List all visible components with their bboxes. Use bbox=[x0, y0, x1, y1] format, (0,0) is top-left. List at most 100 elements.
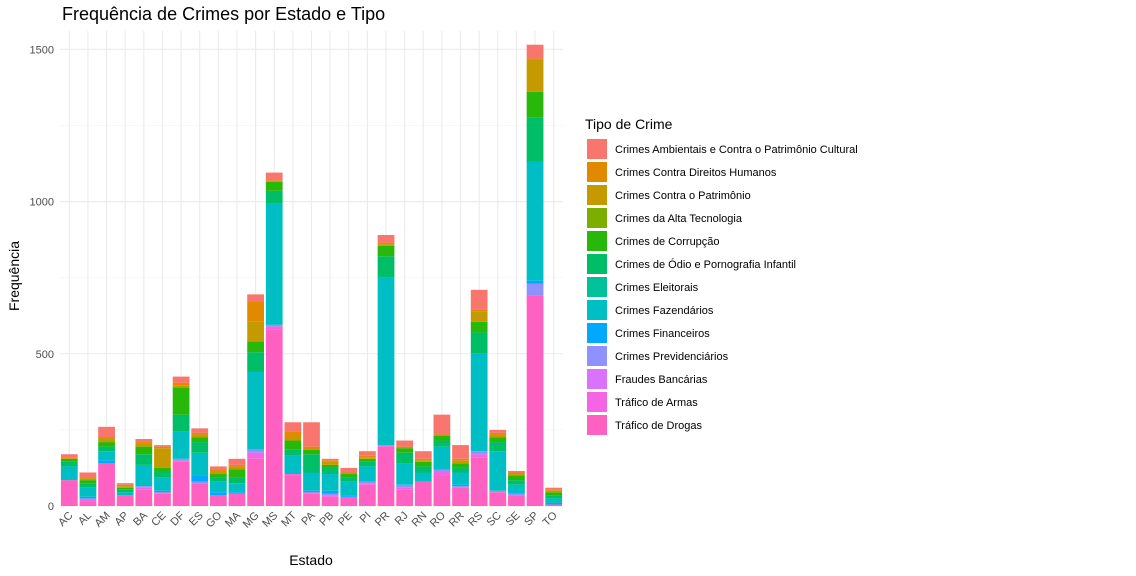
bar-segment: RN – Crimes Contra Direitos Humanos: 5 bbox=[414, 458, 432, 461]
bar-segment: SP – Crimes Ambientais e Contra o Patrim… bbox=[526, 44, 544, 59]
bar-segment: BA – Tráfico de Drogas: 55 bbox=[135, 489, 153, 506]
bar-segment: ES – Crimes Contra Direitos Humanos: 5 bbox=[191, 432, 209, 435]
bar-segment: PE – Crimes Financeiros: 5 bbox=[340, 495, 358, 497]
bar-segment: TO – Crimes de Ódio e Pornografia Infant… bbox=[545, 495, 563, 499]
bar-segment: MA – Crimes Ambientais e Contra o Patrim… bbox=[228, 458, 246, 465]
bar-segment: MS – Crimes de Ódio e Pornografia Infant… bbox=[265, 190, 283, 204]
bar-segment: AM – Crimes Financeiros: 10 bbox=[98, 460, 115, 464]
bar-segment: PE – Crimes Ambientais e Contra o Patrim… bbox=[340, 467, 358, 473]
bar-segment: RJ – Tráfico de Armas: 5 bbox=[396, 487, 414, 490]
x-tick-label: AL bbox=[76, 510, 94, 528]
bar-segment: ES – Crimes de Ódio e Pornografia Infant… bbox=[191, 442, 209, 453]
bar-segment: PB – Tráfico de Drogas: 30 bbox=[321, 496, 339, 506]
bar-segment: SC – Crimes Contra o Patrimônio: 10 bbox=[489, 434, 507, 438]
bar-segment: AP – Crimes de Corrupção: 5 bbox=[116, 487, 134, 490]
bar-segment: BA – Crimes Ambientais e Contra o Patrim… bbox=[135, 439, 153, 443]
bar-segment: GO – Crimes Financeiros: 10 bbox=[209, 492, 227, 496]
bar-segment: MG – Crimes de Ódio e Pornografia Infant… bbox=[247, 352, 264, 373]
bar-segment: AL – Crimes Ambientais e Contra o Patrim… bbox=[79, 472, 97, 478]
bar-segment: BA – Crimes Fazendários: 70 bbox=[135, 464, 153, 487]
legend-swatch bbox=[587, 300, 607, 320]
bar-segment: AC – Tráfico de Drogas: 85 bbox=[60, 480, 78, 506]
y-axis-title: Frequência bbox=[6, 241, 22, 311]
legend-label: Tráfico de Armas bbox=[615, 397, 698, 409]
bars: AC – Tráfico de Drogas: 85AC – Crimes Fa… bbox=[60, 44, 563, 506]
x-tick-label: ES bbox=[187, 510, 206, 529]
x-tick-label: PA bbox=[299, 509, 318, 528]
bar-segment: DF – Crimes Ambientais e Contra o Patrim… bbox=[172, 376, 190, 383]
bar-segment: PR – Crimes de Ódio e Pornografia Infant… bbox=[377, 256, 395, 278]
bar-segment: SE – Crimes de Ódio e Pornografia Infant… bbox=[508, 480, 525, 485]
bar-segment: RR – Crimes de Corrupção: 15 bbox=[452, 463, 469, 468]
chart-title: Frequência de Crimes por Estado e Tipo bbox=[62, 4, 385, 24]
bar-segment: RR – Crimes Contra o Patrimônio: 10 bbox=[452, 460, 469, 464]
bar-segment: RR – Crimes Previdenciários: 5 bbox=[452, 486, 469, 488]
bar-segment: TO – Crimes Fazendários: 15 bbox=[545, 498, 563, 503]
legend-item: Crimes da Alta Tecnologia bbox=[587, 208, 743, 228]
bar-segment: ES – Crimes Previdenciários: 5 bbox=[191, 481, 209, 484]
bar-segment: PR – Crimes Ambientais e Contra o Patrim… bbox=[377, 235, 395, 243]
x-tick-label: AP bbox=[112, 510, 131, 529]
bar-segment: RO – Tráfico de Armas: 15 bbox=[433, 470, 451, 476]
bar-segment: PA – Crimes de Ódio e Pornografia Infant… bbox=[303, 454, 320, 473]
bar-segment: AM – Crimes de Ódio e Pornografia Infant… bbox=[98, 446, 115, 452]
bar-segment: GO – Crimes Contra Direitos Humanos: 5 bbox=[209, 469, 227, 471]
bar-segment: MT – Crimes de Ódio e Pornografia Infant… bbox=[284, 449, 302, 456]
bar-segment: PI – Crimes Fazendários: 50 bbox=[359, 466, 376, 482]
x-tick-label: RS bbox=[466, 510, 485, 529]
bar-segment: AC – Crimes Ambientais e Contra o Patrim… bbox=[60, 454, 78, 458]
bar-segment: AM – Crimes Contra o Patrimônio: 15 bbox=[98, 437, 115, 443]
bar-segment: MT – Crimes Fazendários: 60 bbox=[284, 455, 302, 475]
bar-segment: RS – Crimes Ambientais e Contra o Patrim… bbox=[470, 289, 488, 310]
bar-segment: DF – Crimes Previdenciários: 5 bbox=[172, 458, 190, 461]
bar-segment: MS – Tráfico de Armas: 10 bbox=[265, 326, 283, 330]
bar-segment: ES – Crimes Ambientais e Contra o Patrim… bbox=[191, 428, 209, 433]
bar-segment: PA – Crimes Fazendários: 60 bbox=[303, 472, 320, 491]
bar-segment: RO – Tráfico de Drogas: 100 bbox=[433, 475, 451, 506]
bar-segment: AP – Crimes de Ódio e Pornografia Infant… bbox=[116, 489, 134, 493]
bar-segment: CE – Crimes Fazendários: 45 bbox=[154, 477, 171, 491]
bar-segment: CE – Crimes Contra Direitos Humanos: 5 bbox=[154, 446, 171, 449]
x-tick-label: CE bbox=[149, 510, 168, 529]
bar-segment: RS – Crimes Contra Direitos Humanos: 5 bbox=[470, 309, 488, 312]
bar-segment: MA – Tráfico de Drogas: 40 bbox=[228, 493, 246, 506]
bar-segment: MT – Crimes Contra Direitos Humanos: 20 bbox=[284, 431, 302, 438]
bar-segment: AL – Crimes Fazendários: 30 bbox=[79, 487, 97, 497]
bar-segment: PB – Crimes de Corrupção: 10 bbox=[321, 464, 339, 468]
bar-segment: DF – Crimes de Ódio e Pornografia Infant… bbox=[172, 414, 190, 432]
bar-segment: SP – Crimes de Ódio e Pornografia Infant… bbox=[526, 117, 544, 162]
bar-segment: RJ – Tráfico de Drogas: 55 bbox=[396, 489, 414, 506]
bar-segment: RJ – Crimes de Corrupção: 15 bbox=[396, 448, 414, 453]
bar-segment: AP – Crimes Fazendários: 10 bbox=[116, 492, 134, 496]
bar-segment: AP – Crimes Contra o Patrimônio: 5 bbox=[116, 486, 134, 488]
bar-segment: MS – Crimes de Corrupção: 30 bbox=[265, 181, 283, 191]
bar-segment: ES – Crimes Fazendários: 75 bbox=[191, 452, 209, 476]
legend-label: Tráfico de Drogas bbox=[615, 420, 703, 432]
bar-segment: MG – Crimes Fazendários: 255 bbox=[247, 372, 264, 450]
bar-segment: BA – Crimes de Ódio e Pornografia Infant… bbox=[135, 454, 153, 465]
bar-segment: RO – Crimes Fazendários: 75 bbox=[433, 446, 451, 470]
bar-segment: BA – Crimes Previdenciários: 5 bbox=[135, 486, 153, 488]
bar-segment: MG – Tráfico de Drogas: 155 bbox=[247, 458, 264, 506]
legend-item: Tráfico de Drogas bbox=[587, 415, 703, 435]
legend-item: Crimes Ambientais e Contra o Patrimônio … bbox=[587, 139, 858, 159]
bar-segment: PA – Crimes Ambientais e Contra o Patrim… bbox=[303, 422, 320, 447]
bar-segment: SP – Crimes de Corrupção: 85 bbox=[526, 91, 544, 118]
bar-segment: RR – Crimes Financeiros: 5 bbox=[452, 484, 469, 487]
bar-segment: AL – Crimes Contra o Patrimônio: 5 bbox=[79, 478, 97, 481]
legend-item: Crimes Contra o Patrimônio bbox=[587, 185, 751, 205]
bar-segment: SC – Crimes Contra Direitos Humanos: 5 bbox=[489, 432, 507, 435]
legend-label: Crimes Eleitorais bbox=[615, 282, 699, 294]
bar-segment: CE – Crimes Contra o Patrimônio: 65 bbox=[154, 448, 171, 468]
bar-segment: AL – Crimes Previdenciários: 5 bbox=[79, 498, 97, 500]
bar-segment: PB – Crimes de Ódio e Pornografia Infant… bbox=[321, 467, 339, 475]
bar-segment: AL – Crimes de Corrupção: 10 bbox=[79, 480, 97, 484]
bar-segment: RN – Crimes de Ódio e Pornografia Infant… bbox=[414, 466, 432, 473]
bar-segment: MS – Crimes Previdenciários: 5 bbox=[265, 324, 283, 327]
bar-segment: MA – Crimes Contra o Patrimônio: 10 bbox=[228, 466, 246, 470]
bar-segment: MG – Tráfico de Armas: 20 bbox=[247, 452, 264, 459]
legend-swatch bbox=[587, 185, 607, 205]
bar-segment: AL – Crimes Financeiros: 5 bbox=[79, 496, 97, 499]
bar-segment: PI – Tráfico de Armas: 5 bbox=[359, 483, 376, 485]
legend-label: Crimes de Ódio e Pornografia Infantil bbox=[615, 258, 796, 271]
